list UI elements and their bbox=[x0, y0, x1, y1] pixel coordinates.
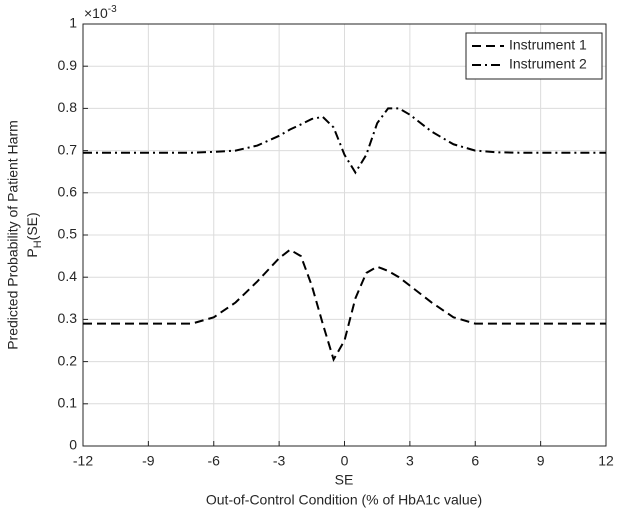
y-tick-label: 0.9 bbox=[58, 57, 78, 73]
series-line bbox=[83, 248, 606, 362]
series-line bbox=[83, 107, 606, 175]
x-tick-label: 3 bbox=[406, 453, 414, 469]
x-tick-label: 0 bbox=[341, 453, 349, 469]
y-tick-label: 0.1 bbox=[58, 395, 78, 411]
y-label-rest: (SE) bbox=[24, 212, 40, 240]
legend-label: Instrument 2 bbox=[509, 56, 587, 72]
x-tick-label: 6 bbox=[471, 453, 479, 469]
x-tick-label: 9 bbox=[537, 453, 545, 469]
x-axis-label: SE bbox=[335, 472, 354, 488]
y-tick-label: 0.5 bbox=[58, 226, 78, 242]
y-label-sub: H bbox=[32, 240, 44, 248]
legend-label: Instrument 1 bbox=[509, 37, 587, 53]
plot-frame bbox=[82, 23, 607, 447]
y-label-base: P bbox=[24, 248, 40, 257]
y-tick-label: 0.2 bbox=[58, 352, 78, 368]
x-tick-label: 12 bbox=[598, 453, 614, 469]
axis-multiplier: ×10-3 bbox=[84, 4, 117, 21]
x-tick-label: -3 bbox=[273, 453, 286, 469]
x-tick-label: -12 bbox=[73, 453, 93, 469]
legend-box bbox=[465, 32, 603, 80]
y-tick-label: 0 bbox=[69, 437, 77, 453]
x-tick-label: -6 bbox=[208, 453, 221, 469]
y-tick-label: 1 bbox=[69, 15, 77, 31]
multiplier-exp: -3 bbox=[108, 4, 117, 15]
y-tick-label: 0.7 bbox=[58, 141, 78, 157]
x-axis-label-2: Out-of-Control Condition (% of HbA1c val… bbox=[206, 492, 482, 508]
x-tick-label: -9 bbox=[142, 453, 155, 469]
y-axis-label: Predicted Probability of Patient Harm bbox=[5, 120, 21, 350]
y-axis-label-2: PH(SE) bbox=[24, 212, 44, 257]
y-tick-label: 0.8 bbox=[58, 99, 78, 115]
multiplier-base: ×10 bbox=[84, 5, 108, 21]
y-tick-label: 0.4 bbox=[58, 268, 78, 284]
y-tick-label: 0.6 bbox=[58, 184, 78, 200]
y-tick-label: 0.3 bbox=[58, 310, 78, 326]
